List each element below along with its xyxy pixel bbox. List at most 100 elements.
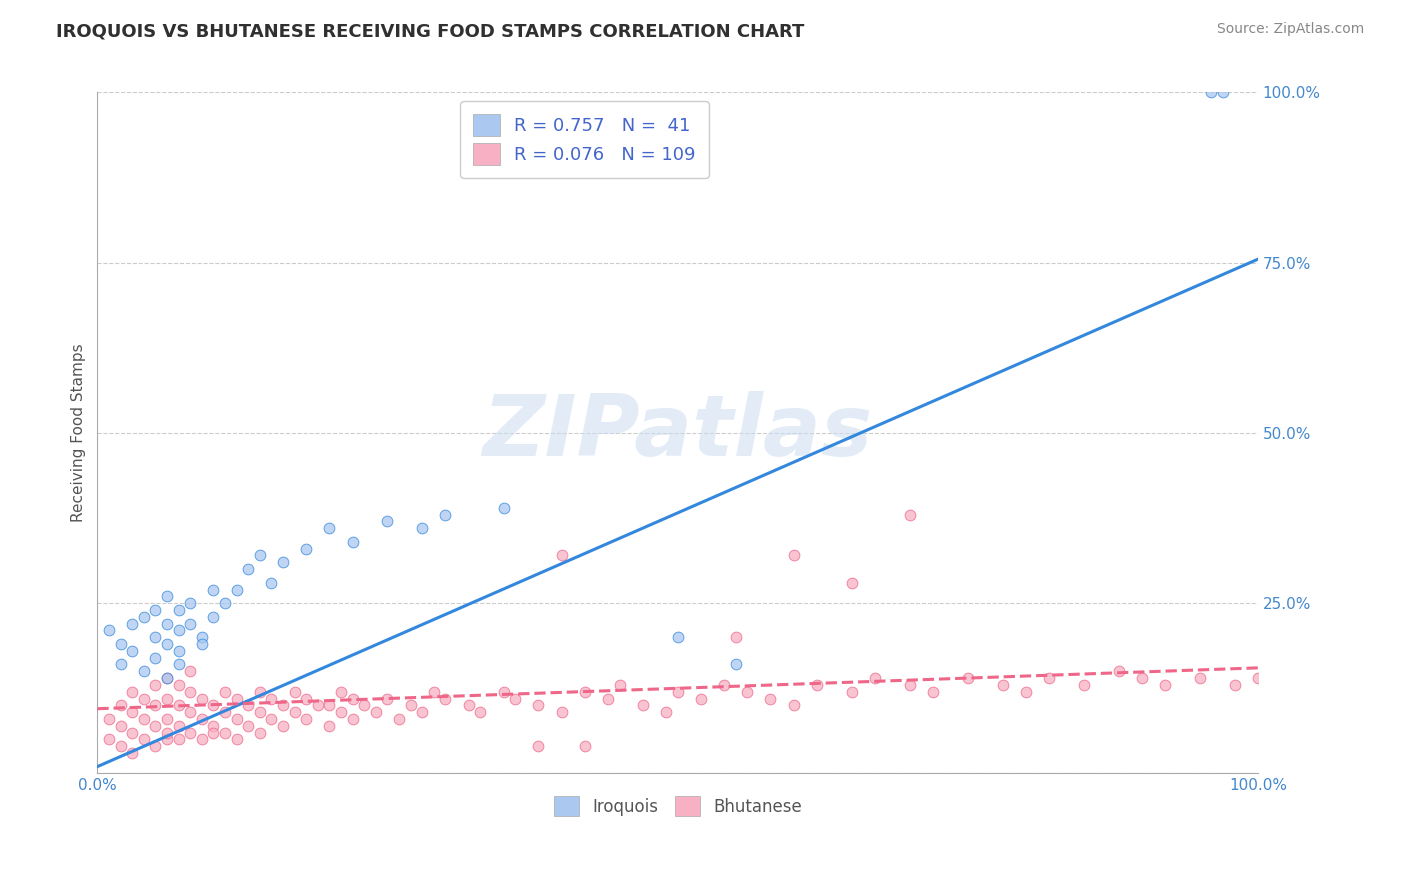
Point: [110, 657, 132, 672]
Point: [191, 691, 214, 706]
Point: [156, 725, 179, 739]
Point: [121, 644, 143, 658]
Point: [202, 698, 225, 713]
Point: [167, 732, 190, 747]
Y-axis label: Receiving Food Stamps: Receiving Food Stamps: [72, 343, 86, 522]
Point: [1038, 671, 1060, 685]
Point: [121, 616, 143, 631]
Point: [156, 637, 179, 651]
Point: [1188, 671, 1211, 685]
Point: [121, 746, 143, 760]
Point: [145, 698, 167, 713]
Point: [898, 508, 921, 522]
Point: [132, 712, 155, 726]
Point: [121, 705, 143, 719]
Point: [110, 739, 132, 754]
Point: [191, 637, 214, 651]
Point: [260, 575, 283, 590]
Point: [295, 691, 318, 706]
Point: [689, 691, 711, 706]
Point: [271, 719, 294, 733]
Point: [260, 712, 283, 726]
Point: [179, 725, 201, 739]
Point: [922, 684, 945, 698]
Point: [492, 684, 515, 698]
Point: [1247, 671, 1270, 685]
Point: [145, 630, 167, 644]
Point: [841, 684, 863, 698]
Point: [411, 705, 433, 719]
Point: [179, 705, 201, 719]
Point: [179, 616, 201, 631]
Point: [214, 684, 236, 698]
Point: [238, 698, 260, 713]
Point: [156, 671, 179, 685]
Point: [202, 725, 225, 739]
Text: Source: ZipAtlas.com: Source: ZipAtlas.com: [1216, 22, 1364, 37]
Point: [225, 582, 247, 597]
Point: [179, 665, 201, 679]
Point: [249, 549, 271, 563]
Point: [377, 515, 399, 529]
Point: [527, 739, 550, 754]
Point: [377, 691, 399, 706]
Point: [470, 705, 492, 719]
Point: [284, 684, 307, 698]
Point: [167, 678, 190, 692]
Point: [191, 712, 214, 726]
Point: [167, 698, 190, 713]
Point: [191, 630, 214, 644]
Point: [574, 739, 596, 754]
Point: [249, 684, 271, 698]
Point: [503, 691, 526, 706]
Point: [132, 691, 155, 706]
Point: [713, 678, 735, 692]
Point: [1073, 678, 1095, 692]
Point: [260, 691, 283, 706]
Point: [342, 712, 364, 726]
Point: [110, 719, 132, 733]
Text: ZIPatlas: ZIPatlas: [482, 392, 873, 475]
Point: [238, 719, 260, 733]
Point: [782, 549, 804, 563]
Point: [214, 705, 236, 719]
Point: [295, 541, 318, 556]
Point: [284, 705, 307, 719]
Point: [156, 671, 179, 685]
Point: [609, 678, 631, 692]
Point: [898, 678, 921, 692]
Point: [121, 684, 143, 698]
Point: [759, 691, 782, 706]
Point: [156, 616, 179, 631]
Point: [342, 534, 364, 549]
Point: [307, 698, 329, 713]
Point: [806, 678, 828, 692]
Point: [179, 596, 201, 610]
Point: [550, 549, 572, 563]
Point: [225, 732, 247, 747]
Point: [271, 555, 294, 569]
Point: [666, 630, 689, 644]
Point: [353, 698, 375, 713]
Point: [225, 712, 247, 726]
Point: [145, 739, 167, 754]
Point: [318, 698, 340, 713]
Point: [97, 732, 120, 747]
Point: [132, 665, 155, 679]
Point: [167, 603, 190, 617]
Point: [214, 725, 236, 739]
Point: [1154, 678, 1177, 692]
Point: [238, 562, 260, 576]
Point: [110, 637, 132, 651]
Point: [156, 590, 179, 604]
Point: [492, 500, 515, 515]
Point: [145, 603, 167, 617]
Point: [863, 671, 886, 685]
Point: [364, 705, 387, 719]
Point: [527, 698, 550, 713]
Point: [423, 684, 446, 698]
Point: [214, 596, 236, 610]
Point: [1212, 86, 1234, 100]
Point: [202, 719, 225, 733]
Point: [782, 698, 804, 713]
